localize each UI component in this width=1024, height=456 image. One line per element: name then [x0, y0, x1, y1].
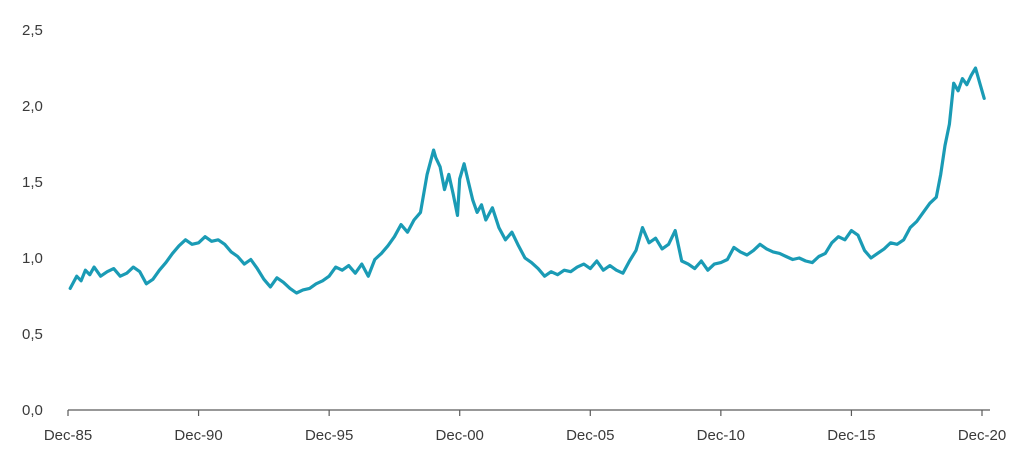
x-tick-label: Dec-85 [44, 427, 92, 444]
y-tick-label: 2,0 [22, 98, 43, 115]
series-line [68, 66, 986, 295]
x-tick-label: Dec-05 [566, 427, 614, 444]
x-tick-label: Dec-00 [436, 427, 484, 444]
x-tick-label: Dec-95 [305, 427, 353, 444]
y-tick-label: 0,0 [22, 402, 43, 419]
x-tick-label: Dec-10 [697, 427, 745, 444]
y-tick-label: 0,5 [22, 326, 43, 343]
y-axis-labels: 0,0 0,5 1,0 1,5 2,0 2,5 [22, 22, 43, 419]
y-tick-label: 2,5 [22, 22, 43, 39]
x-tick-label: Dec-90 [174, 427, 222, 444]
x-tick-label: Dec-15 [827, 427, 875, 444]
x-tick-label: Dec-20 [958, 427, 1006, 444]
x-axis: Dec-85 Dec-90 Dec-95 Dec-00 Dec-05 Dec-10 Dec-… [44, 409, 1006, 444]
y-tick-label: 1,5 [22, 174, 43, 191]
series-layer [68, 66, 986, 295]
y-tick-label: 1,0 [22, 250, 43, 267]
